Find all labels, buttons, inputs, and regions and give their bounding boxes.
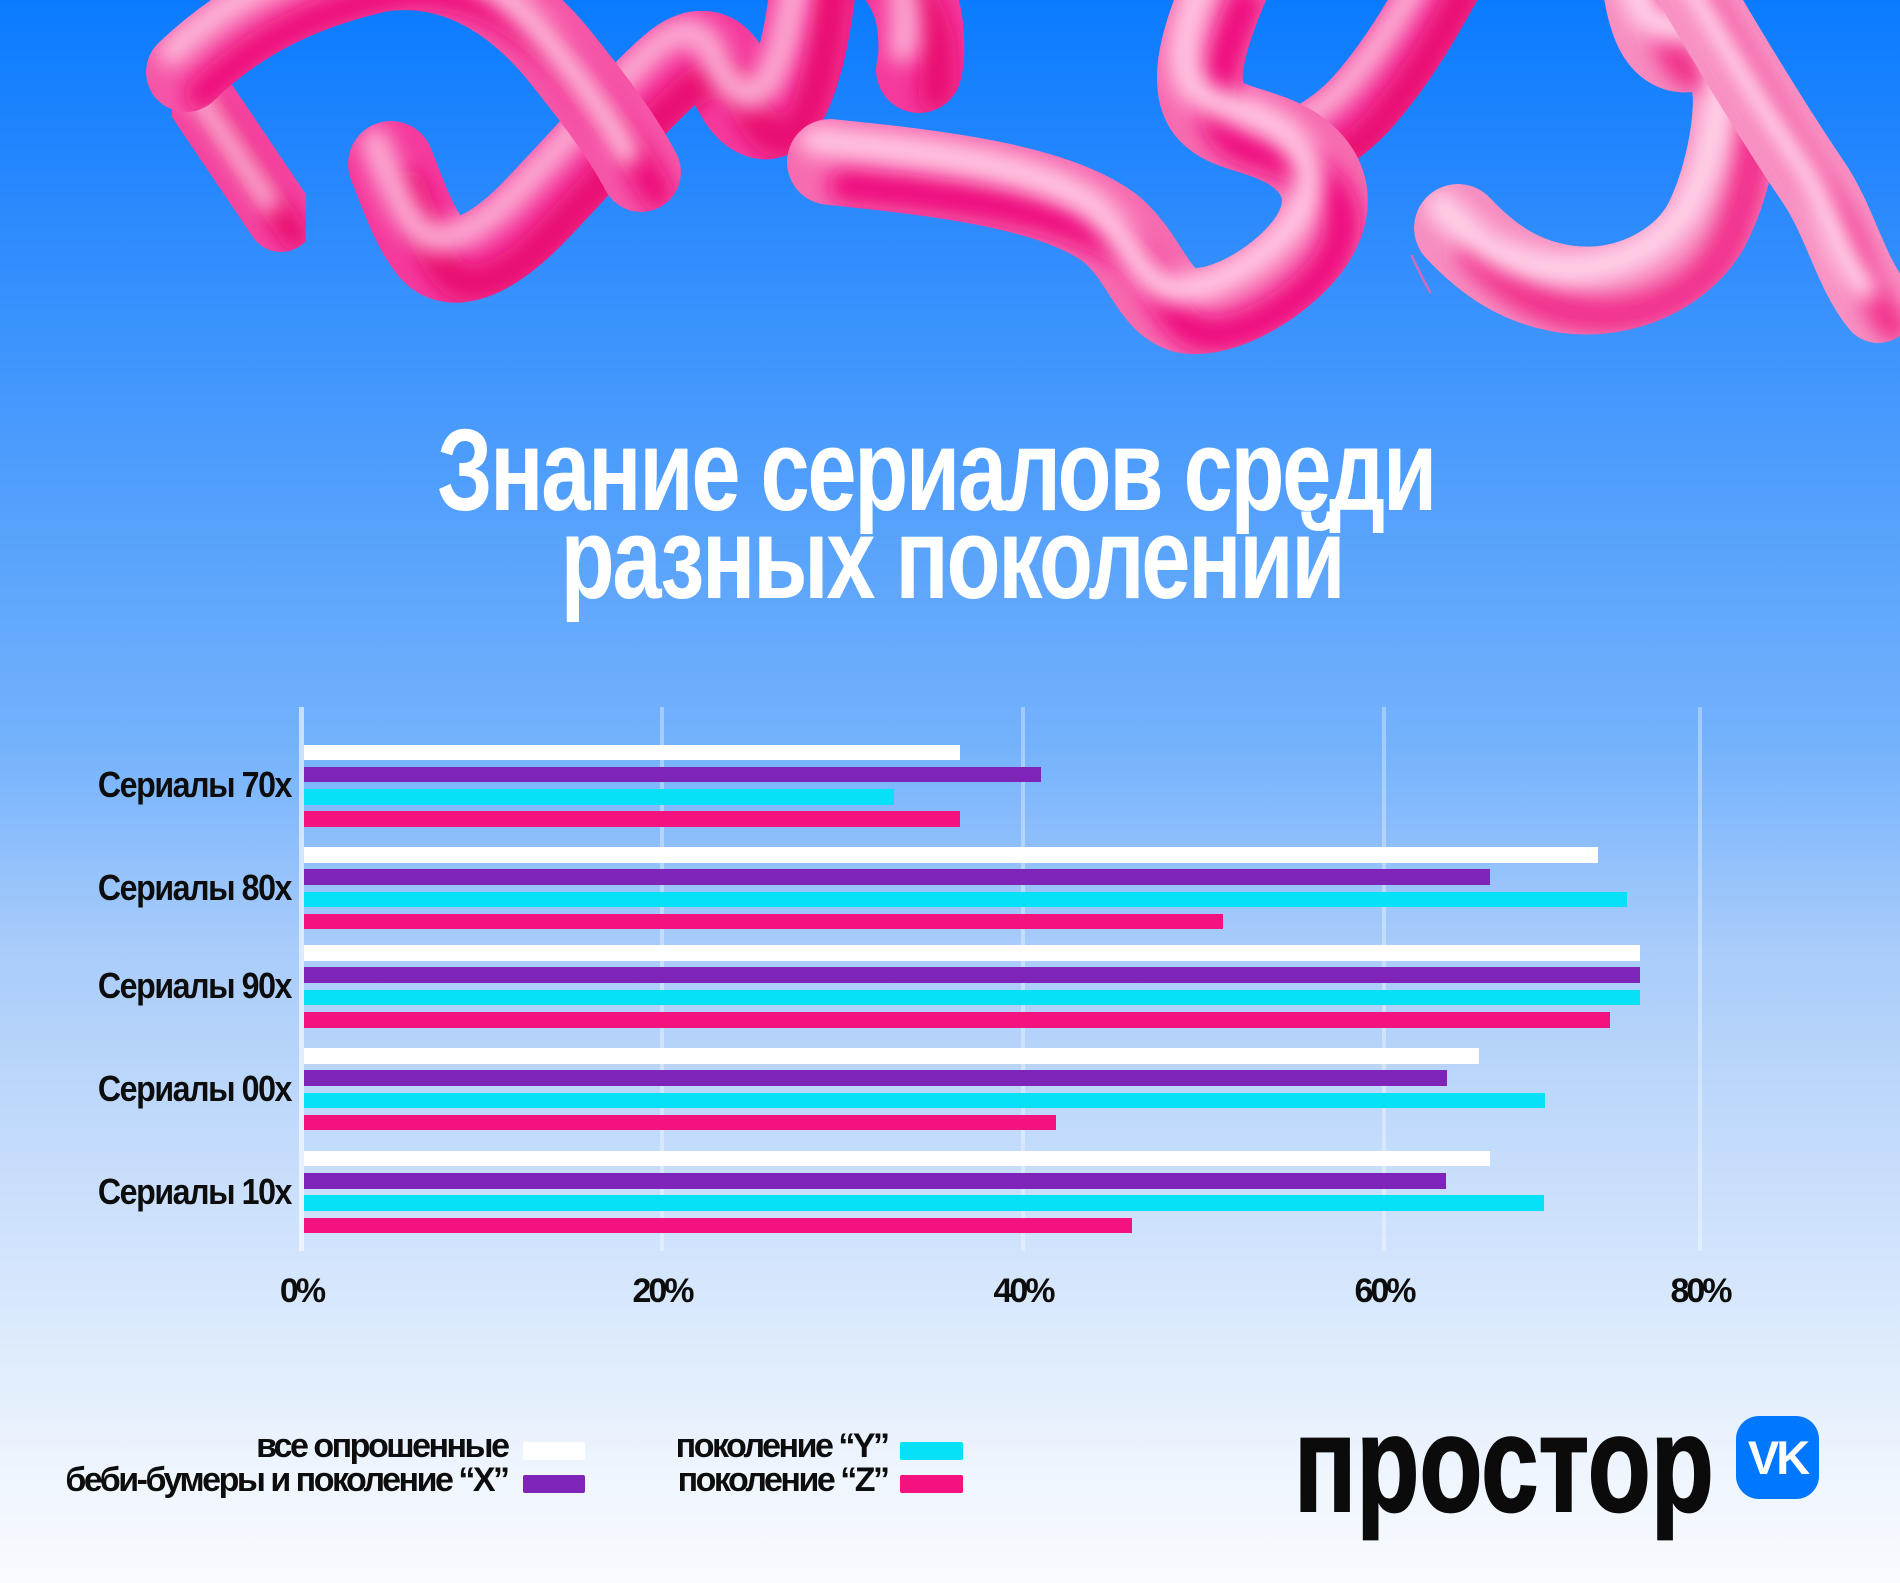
- svg-text:VK: VK: [1748, 1431, 1810, 1484]
